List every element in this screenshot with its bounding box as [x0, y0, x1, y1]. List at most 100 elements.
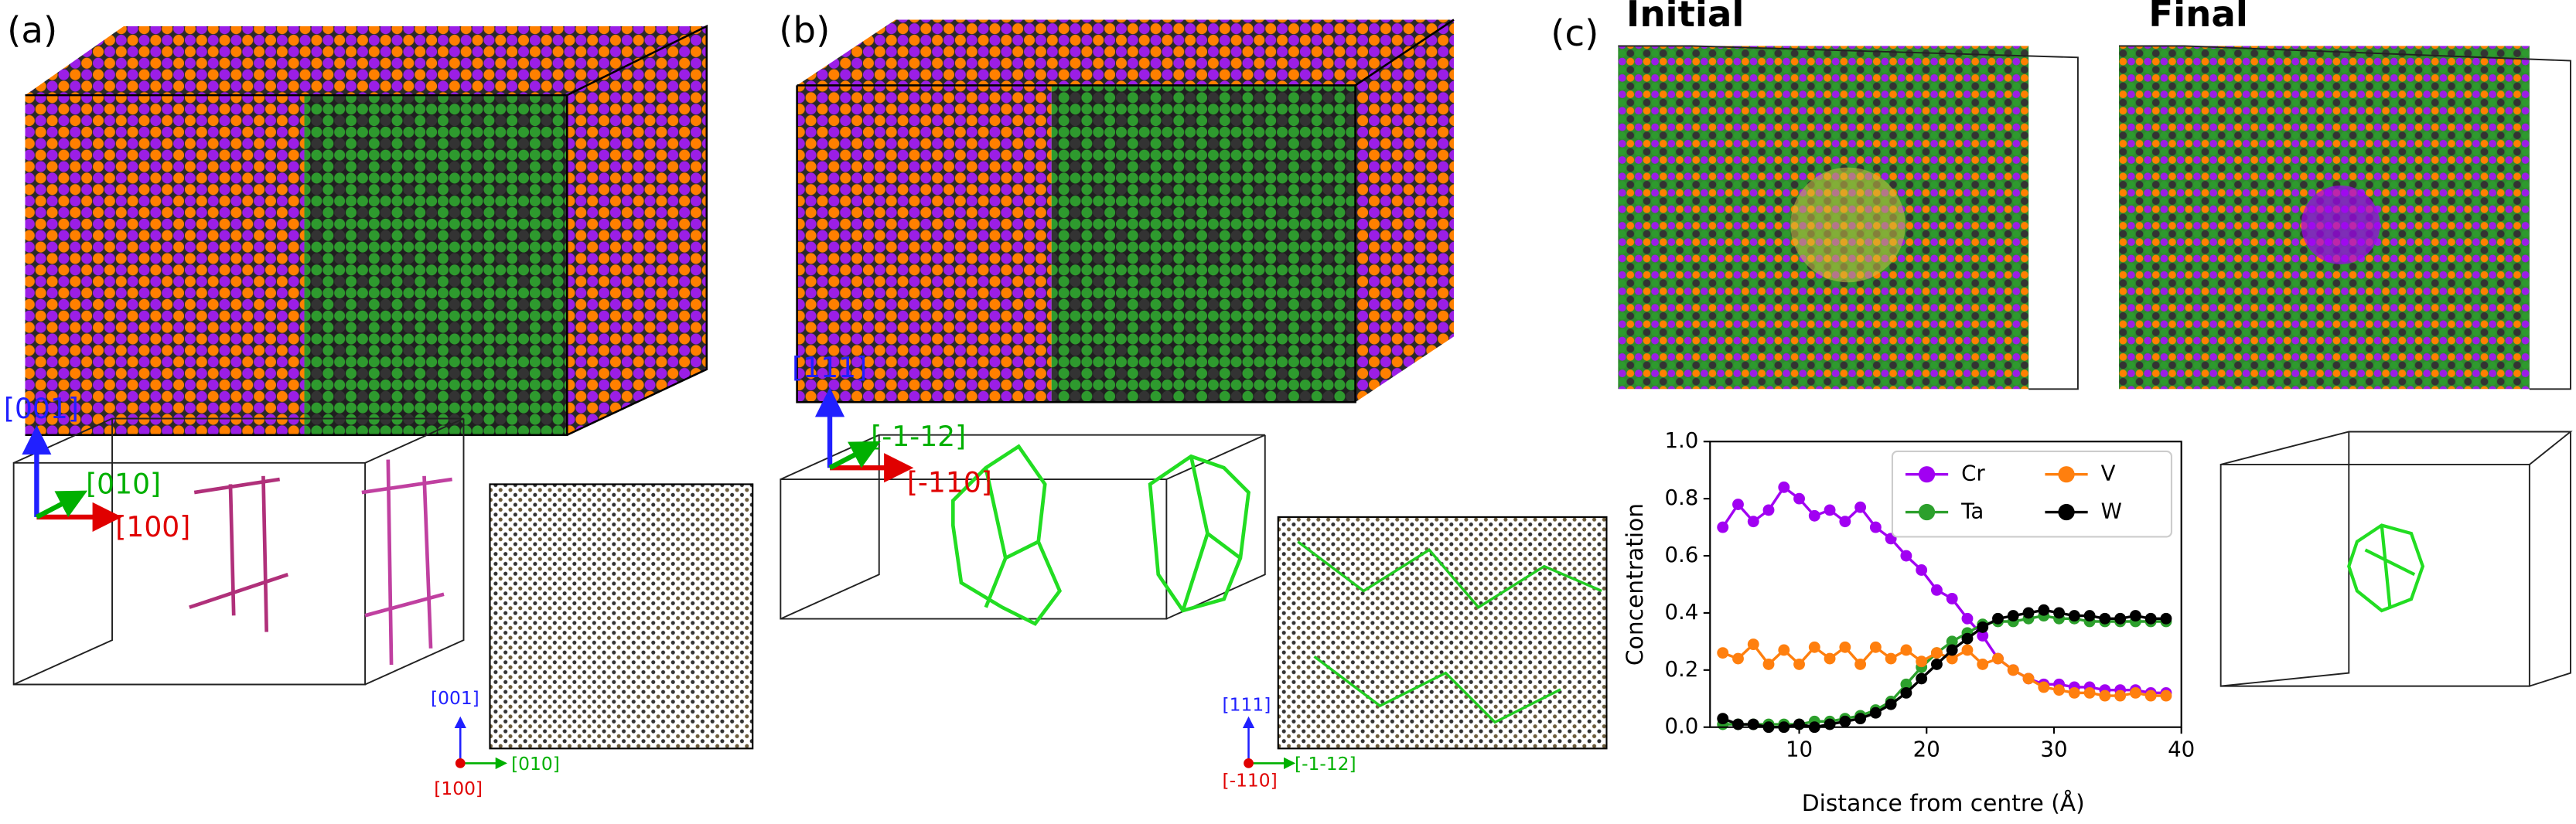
x-axis-label: Distance from centre (Å)	[1802, 789, 2085, 817]
data-point	[1793, 492, 1805, 505]
data-point	[1854, 713, 1867, 725]
legend-label: Cr	[1961, 461, 1985, 486]
data-point	[2099, 690, 2111, 702]
data-point	[1916, 655, 1928, 668]
data-point	[1869, 707, 1882, 719]
data-point	[1977, 630, 1989, 642]
data-point	[1732, 652, 1744, 665]
data-point	[2083, 610, 2096, 622]
data-point	[1854, 501, 1867, 513]
data-point	[1977, 658, 1989, 670]
data-point	[1946, 644, 1958, 656]
data-point	[1900, 678, 1912, 690]
data-point	[1717, 521, 1729, 533]
y-tick-label: 0.6	[1664, 542, 1698, 567]
data-point	[2007, 664, 2019, 676]
data-point	[2114, 612, 2127, 625]
triad-label: [-110]	[907, 466, 992, 499]
atom-render-final	[2118, 45, 2571, 390]
data-point	[1824, 652, 1836, 665]
y-tick-label: 0.4	[1664, 599, 1698, 625]
data-point	[2053, 607, 2065, 619]
wireframe-a	[12, 417, 465, 686]
data-point	[1778, 481, 1790, 493]
data-point	[2053, 684, 2065, 696]
triad-label: [-110]	[1223, 769, 1278, 791]
triad-label: [111]	[792, 352, 867, 384]
data-point	[1946, 635, 1958, 648]
slice-map-a	[489, 483, 754, 750]
data-point	[2160, 690, 2172, 702]
legend-swatch	[1918, 466, 1936, 483]
y-tick-label: 0.0	[1664, 713, 1698, 739]
y-tick-label: 1.0	[1664, 427, 1698, 453]
data-point	[1747, 516, 1759, 528]
data-point	[1931, 647, 1943, 659]
data-point	[1732, 718, 1744, 730]
x-tick-label: 40	[2168, 736, 2195, 761]
data-point	[2083, 686, 2096, 699]
data-point	[1869, 521, 1882, 533]
data-point	[2160, 612, 2172, 625]
y-tick-label: 0.8	[1664, 485, 1698, 510]
data-point	[1824, 718, 1836, 730]
data-point	[1916, 564, 1928, 576]
triad-label: [111]	[1223, 694, 1271, 716]
chart: Distance from centre (Å) Concentration 0…	[1622, 427, 2195, 817]
x-tick-label: 10	[1786, 736, 1813, 761]
data-point	[1977, 621, 1989, 633]
triad-label: [-1-12]	[871, 421, 966, 453]
data-point	[2114, 690, 2127, 702]
data-point	[1992, 652, 2004, 665]
triad-label: [100]	[434, 778, 483, 799]
data-point	[2129, 686, 2141, 699]
triad-label: [-1-12]	[1295, 753, 1356, 775]
data-point	[1762, 658, 1775, 670]
slice-map-b	[1277, 516, 1608, 750]
data-point	[1732, 499, 1744, 510]
data-point	[1824, 504, 1836, 516]
data-point	[1869, 641, 1882, 653]
data-point	[2068, 610, 2080, 622]
data-point	[1747, 638, 1759, 650]
data-point	[1808, 509, 1820, 522]
data-point	[1717, 647, 1729, 659]
triad-label: [100]	[115, 511, 190, 543]
data-point	[2022, 672, 2035, 685]
data-point	[1961, 612, 1974, 625]
triad-label: [010]	[86, 468, 161, 501]
legend-box	[1891, 450, 2173, 538]
data-point	[1916, 672, 1928, 685]
data-point	[1885, 698, 1897, 710]
data-point	[1961, 644, 1974, 656]
legend-swatch	[1918, 503, 1936, 521]
data-point	[1946, 593, 1958, 604]
x-tick-label: 20	[1913, 736, 1940, 761]
panel-label: (b)	[779, 10, 830, 52]
data-point	[2022, 607, 2035, 619]
data-point	[2099, 612, 2111, 625]
panel-label: (c)	[1551, 13, 1598, 55]
legend-label: V	[2101, 461, 2116, 486]
data-point	[1839, 641, 1851, 653]
data-point	[1717, 713, 1729, 725]
wireframe-c	[2219, 431, 2573, 687]
data-point	[1808, 641, 1820, 653]
data-point	[1839, 715, 1851, 727]
data-point	[1839, 516, 1851, 528]
data-point	[1992, 612, 2004, 625]
data-point	[1961, 632, 1974, 645]
render-title: Final	[2148, 0, 2248, 36]
y-tick-label: 0.2	[1664, 656, 1698, 682]
data-point	[1900, 550, 1912, 562]
data-point	[2038, 604, 2050, 616]
data-point	[1747, 718, 1759, 730]
data-point	[2144, 612, 2157, 625]
data-point	[1946, 652, 1958, 665]
data-point	[1931, 584, 1943, 596]
data-point	[1793, 718, 1805, 730]
atom-render-a	[25, 24, 708, 437]
data-point	[2144, 690, 2157, 702]
data-point	[1762, 504, 1775, 516]
